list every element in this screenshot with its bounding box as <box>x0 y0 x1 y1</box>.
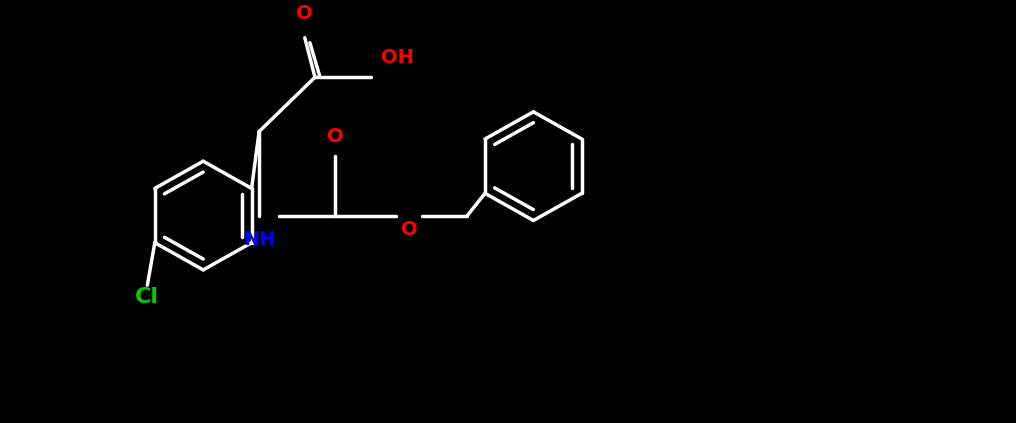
Text: OH: OH <box>381 48 414 67</box>
Text: NH: NH <box>243 231 275 250</box>
Text: Cl: Cl <box>135 287 160 307</box>
Text: O: O <box>327 127 343 146</box>
Text: O: O <box>401 220 418 239</box>
Text: O: O <box>297 4 313 23</box>
